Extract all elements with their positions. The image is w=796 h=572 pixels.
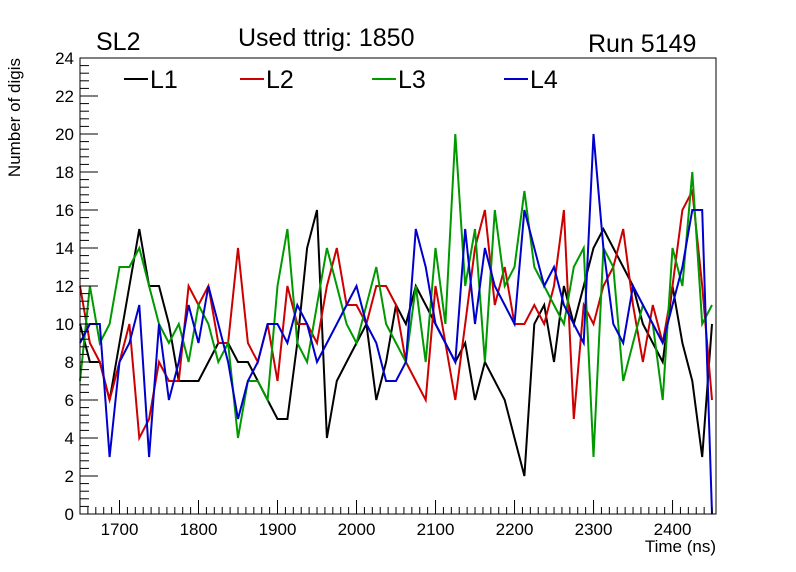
x-tick-label: 2000 xyxy=(338,520,376,539)
legend-label-l2: L2 xyxy=(266,66,294,94)
x-tick-label: 2400 xyxy=(654,520,692,539)
y-tick-label: 24 xyxy=(55,49,74,68)
y-tick-label: 2 xyxy=(65,467,74,486)
run-label: Run 5149 xyxy=(588,30,697,58)
plot-frame xyxy=(79,57,717,515)
axes-group: 1700 1800 1900 2000 2100 2200 2300 240002468101… xyxy=(55,49,713,539)
y-tick-label: 8 xyxy=(65,353,74,372)
y-tick-label: 6 xyxy=(65,391,74,410)
y-tick-label: 0 xyxy=(65,505,74,524)
legend-label-l3: L3 xyxy=(398,66,426,94)
y-tick-label: 14 xyxy=(55,239,74,258)
y-tick-label: 4 xyxy=(65,429,74,448)
y-tick-label: 10 xyxy=(55,315,74,334)
x-tick-label: 2300 xyxy=(575,520,613,539)
ttrig-label: Used ttrig: 1850 xyxy=(238,24,415,52)
y-tick-label: 16 xyxy=(55,201,74,220)
series-line-l4 xyxy=(79,133,713,515)
superlayer-label: SL2 xyxy=(96,28,141,56)
y-tick-label: 18 xyxy=(55,163,74,182)
x-tick-label: 2100 xyxy=(417,520,455,539)
x-axis-label: Time (ns) xyxy=(645,537,716,556)
y-tick-label: 22 xyxy=(55,87,74,106)
x-tick-label: 2200 xyxy=(496,520,534,539)
series-group xyxy=(79,133,713,515)
series-line-l3 xyxy=(79,133,713,458)
legend-group: L1 L2 L3 L4 xyxy=(124,66,558,94)
legend-label-l1: L1 xyxy=(150,66,178,94)
y-tick-label: 12 xyxy=(55,277,74,296)
legend-label-l4: L4 xyxy=(530,66,558,94)
y-tick-label: 20 xyxy=(55,125,74,144)
y-axis-label: Number of digis xyxy=(5,58,24,177)
x-tick-label: 1900 xyxy=(259,520,297,539)
x-tick-label: 1700 xyxy=(101,520,139,539)
x-tick-label: 1800 xyxy=(180,520,218,539)
